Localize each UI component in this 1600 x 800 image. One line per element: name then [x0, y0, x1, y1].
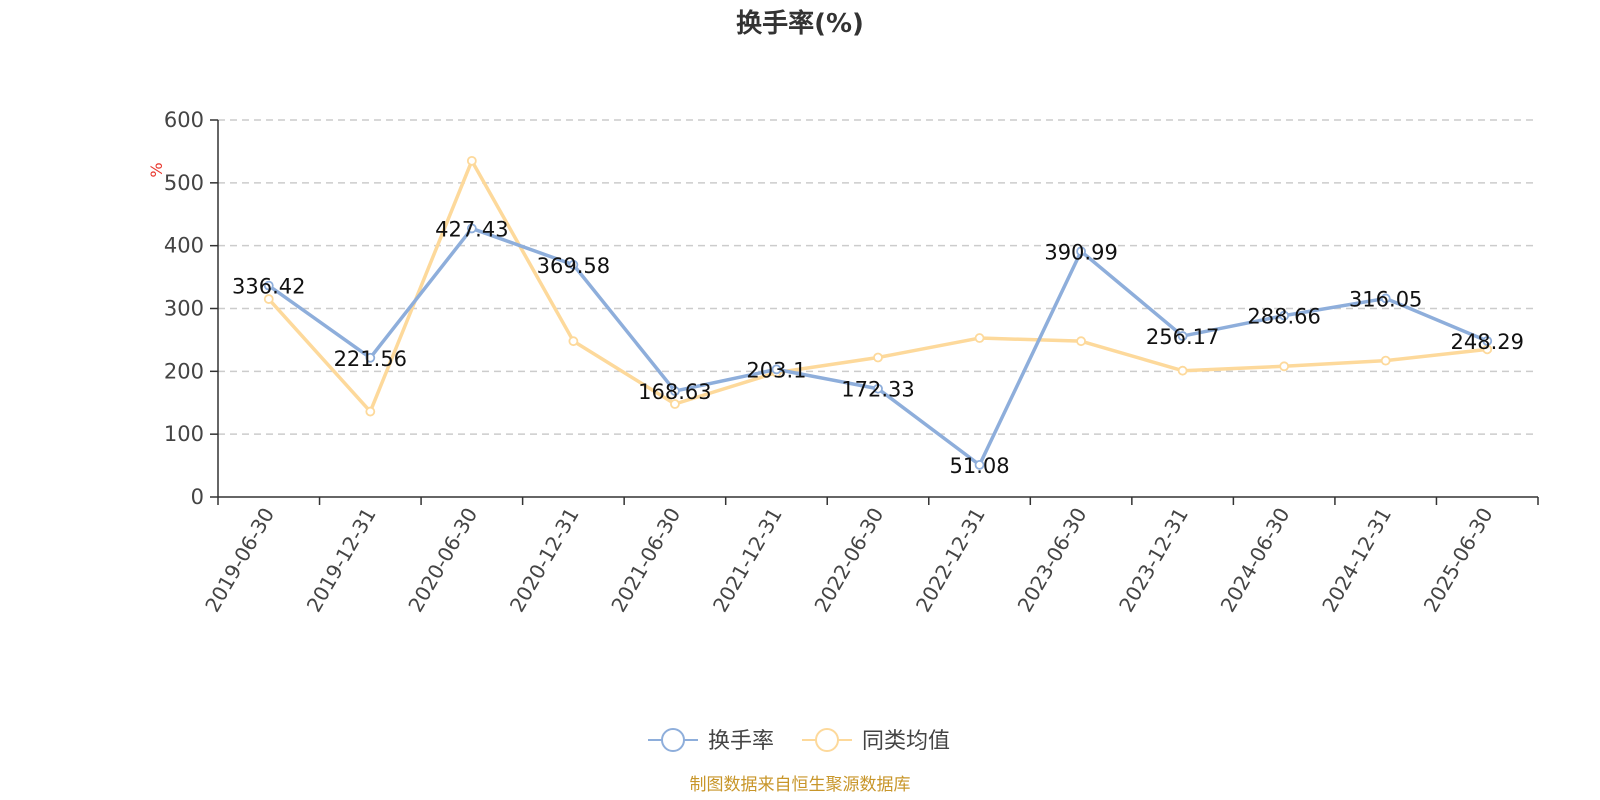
x-tick-label: 2024-12-31 [1317, 504, 1396, 617]
series-point-0 [365, 352, 376, 363]
x-tick-label: 2025-06-30 [1419, 504, 1498, 617]
series-point-1 [1076, 336, 1086, 347]
series-point-1 [263, 294, 274, 304]
y-axis-unit: % [147, 162, 166, 177]
series [263, 155, 1493, 470]
series-point-0 [263, 280, 274, 291]
chart-title: 换手率(%) [736, 8, 864, 39]
series-point-1 [1177, 365, 1188, 376]
y-tick-label: 100 [164, 422, 204, 446]
series-point-1 [1380, 355, 1391, 366]
series-point-0 [771, 364, 782, 375]
series-point-1 [670, 399, 680, 409]
series-point-1 [568, 336, 579, 347]
y-tick-label: 0 [191, 485, 204, 509]
series-point-0 [1380, 293, 1391, 304]
data-label: 427.43 [435, 217, 508, 241]
series-point-0 [974, 460, 985, 470]
data-label: 172.33 [841, 378, 914, 402]
legend-label: 同类均值 [862, 729, 950, 754]
data-label: 248.29 [1450, 330, 1523, 354]
legend-swatch-marker [815, 728, 839, 752]
x-tick-label: 2023-12-31 [1114, 504, 1193, 617]
series-point-0 [873, 383, 883, 394]
y-tick-label: 200 [164, 359, 204, 383]
legend-swatch-marker [661, 728, 685, 752]
legend-label: 换手率 [708, 729, 774, 754]
data-label: 369.58 [537, 254, 610, 278]
data-label: 316.05 [1349, 287, 1422, 311]
x-tick-label: 2023-06-30 [1013, 504, 1092, 617]
series-point-1 [365, 406, 376, 417]
x-tick-label: 2020-12-31 [505, 504, 584, 617]
legend-item-0[interactable]: 换手率 [648, 728, 774, 754]
series-point-1 [1279, 361, 1290, 372]
legend-item-1[interactable]: 同类均值 [802, 728, 950, 754]
series-point-0 [568, 259, 579, 270]
series-line-0 [267, 226, 1488, 467]
series-point-1 [974, 333, 985, 343]
series-point-0 [1076, 246, 1086, 257]
x-tick-label: 2021-12-31 [708, 504, 787, 617]
source-note: 制图数据来自恒生聚源数据库 [690, 775, 911, 795]
y-tick-label: 300 [164, 297, 204, 321]
x-tick-label: 2020-06-30 [403, 504, 482, 617]
data-label: 221.56 [334, 347, 407, 371]
y-tick-label: 500 [164, 171, 204, 195]
data-label: 336.42 [232, 275, 305, 299]
data-label: 390.99 [1044, 240, 1117, 264]
data-label: 288.66 [1247, 305, 1320, 329]
x-tick-label: 2019-12-31 [302, 504, 381, 617]
y-tick-label: 600 [164, 108, 204, 132]
data-label: 256.17 [1146, 325, 1219, 349]
data-label: 203.1 [746, 358, 806, 382]
data-labels: 336.42 221.56 427.43 369.58 168.63 203.1 172.3… [232, 217, 1524, 477]
x-tick-label: 2022-12-31 [911, 504, 990, 617]
series-point-0 [670, 386, 680, 396]
data-label: 51.08 [949, 454, 1009, 478]
x-tick-label: 2024-06-30 [1216, 504, 1295, 617]
series-point-0 [1279, 310, 1290, 321]
series-point-1 [873, 352, 883, 363]
x-tick-label: 2019-06-30 [200, 504, 279, 617]
legend[interactable]: 换手率 同类均值 [648, 728, 950, 754]
series-point-1 [466, 155, 477, 166]
series-point-0 [1177, 331, 1188, 341]
y-tick-label: 400 [164, 234, 204, 258]
x-tick-label: 2021-06-30 [606, 504, 685, 617]
x-tick-label: 2022-06-30 [809, 504, 888, 617]
series-line-1 [267, 159, 1488, 414]
data-label: 168.63 [638, 380, 711, 404]
series-point-0 [1482, 336, 1493, 346]
series-point-0 [466, 223, 477, 234]
